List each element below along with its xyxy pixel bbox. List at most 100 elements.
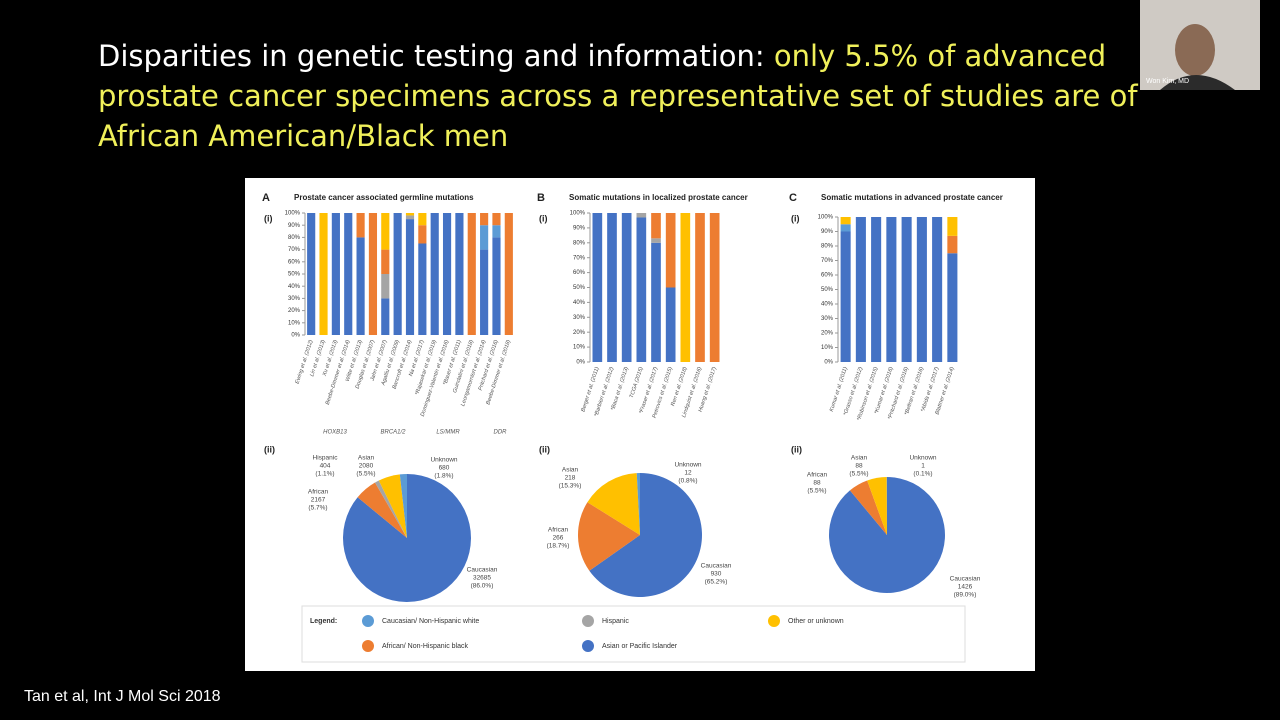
title-highlight: only 5.5% of advanced prostate cancer sp… [98, 39, 1138, 153]
bar-segment [381, 274, 390, 299]
bar-segment [947, 253, 958, 362]
y-tick-label: 20% [821, 331, 834, 337]
bar-segment [840, 231, 851, 362]
bar-segment [307, 213, 316, 335]
bar-segment [418, 225, 427, 244]
panel-title: Somatic mutations in localized prostate … [569, 193, 748, 202]
legend-box [301, 605, 966, 663]
y-tick-label: 40% [288, 284, 301, 290]
slice-label: African [807, 472, 828, 479]
legend-swatch [362, 640, 374, 652]
y-tick-label: 0% [824, 360, 833, 366]
slice-label: 12 [684, 470, 692, 477]
slice-label: African [548, 527, 569, 534]
legend-title: Legend: [310, 618, 337, 625]
panel-letter: A [262, 192, 270, 204]
slice-label: 88 [813, 480, 821, 487]
y-tick-label: 70% [288, 247, 301, 253]
legend-swatch [582, 615, 594, 627]
person [1175, 24, 1215, 76]
sub-label: (ii) [791, 444, 802, 454]
legend-label: African/ Non-Hispanic black [382, 643, 468, 650]
sub-label: (i) [539, 213, 548, 223]
sub-label: (ii) [539, 444, 550, 454]
pie-slice [849, 480, 887, 535]
bar-segment [381, 249, 390, 274]
group-label: DDR [494, 430, 508, 436]
slice-label: (5.5%) [356, 471, 375, 478]
bar-segment [932, 217, 943, 362]
bar-segment [480, 213, 489, 226]
y-tick-label: 100% [818, 215, 834, 221]
pie-slice [587, 473, 640, 535]
bar-segment [405, 219, 415, 335]
y-tick-label: 80% [573, 240, 586, 246]
pie-slice [578, 502, 640, 571]
y-tick-label: 40% [821, 302, 834, 308]
bar-segment [393, 213, 402, 335]
bar-segment [636, 217, 647, 362]
panel-title: Somatic mutations in advanced prostate c… [821, 193, 1003, 202]
slice-label: Caucasian [701, 563, 732, 570]
bar-segment [418, 213, 427, 226]
y-tick-label: 90% [288, 223, 301, 229]
citation: Tan et al, Int J Mol Sci 2018 [24, 688, 221, 705]
bar-segment [405, 213, 415, 216]
slice-label: 404 [320, 463, 331, 470]
slice-label: 2080 [359, 463, 374, 470]
sub-label: (i) [791, 213, 800, 223]
y-tick-label: 70% [573, 255, 586, 261]
bar-segment [442, 213, 452, 335]
bar-segment [651, 238, 661, 243]
slice-label: African [308, 489, 329, 496]
legend-swatch [582, 640, 594, 652]
group-label: LS/MMR [436, 430, 460, 436]
bar-segment [607, 213, 617, 362]
y-tick-label: 30% [821, 316, 834, 322]
y-tick-label: 10% [288, 320, 301, 326]
bar-segment [467, 213, 476, 335]
bar-segment [709, 213, 720, 362]
y-tick-label: 70% [821, 258, 834, 264]
bar-segment [381, 298, 390, 335]
bar-segment [680, 213, 691, 362]
bar-segment [651, 213, 661, 239]
group-label: BRCA1/2 [380, 430, 406, 436]
y-tick-label: 10% [821, 345, 834, 351]
group-label: HOXB13 [323, 430, 347, 436]
slice-label: (65.2%) [705, 579, 728, 586]
slice-label: Unknown [430, 457, 457, 464]
slice-label: Unknown [674, 462, 701, 469]
participant-name: Won Kim, MD [1146, 78, 1189, 85]
y-tick-label: 80% [288, 235, 301, 241]
panel-title: Prostate cancer associated germline muta… [294, 193, 474, 202]
panel-letter: B [537, 192, 545, 204]
y-tick-label: 30% [573, 315, 586, 321]
bar-segment [504, 213, 513, 335]
bar-segment [455, 213, 464, 335]
slice-label: 680 [439, 465, 450, 472]
bar-segment [430, 213, 439, 335]
bar-segment [651, 242, 661, 362]
slice-label: 32685 [473, 575, 491, 582]
slice-label: (5.5%) [807, 488, 826, 495]
bar-segment [492, 225, 501, 238]
bar-segment [636, 213, 647, 218]
sub-label: (i) [264, 213, 273, 223]
slice-label: (86.0%) [471, 583, 494, 590]
y-tick-label: 60% [288, 259, 301, 265]
bar-segment [916, 217, 927, 362]
slice-label: Hispanic [313, 455, 339, 462]
bar-segment [855, 217, 866, 362]
bar-segment [480, 225, 489, 250]
bar-segment [368, 213, 378, 335]
legend-swatch [768, 615, 780, 627]
y-tick-label: 20% [288, 308, 301, 314]
slice-label: (1.1%) [315, 471, 334, 478]
slide-title: Disparities in genetic testing and infor… [98, 36, 1178, 156]
slice-label: Caucasian [950, 576, 981, 583]
pie-slice [867, 477, 887, 535]
pie-slice [343, 474, 472, 603]
